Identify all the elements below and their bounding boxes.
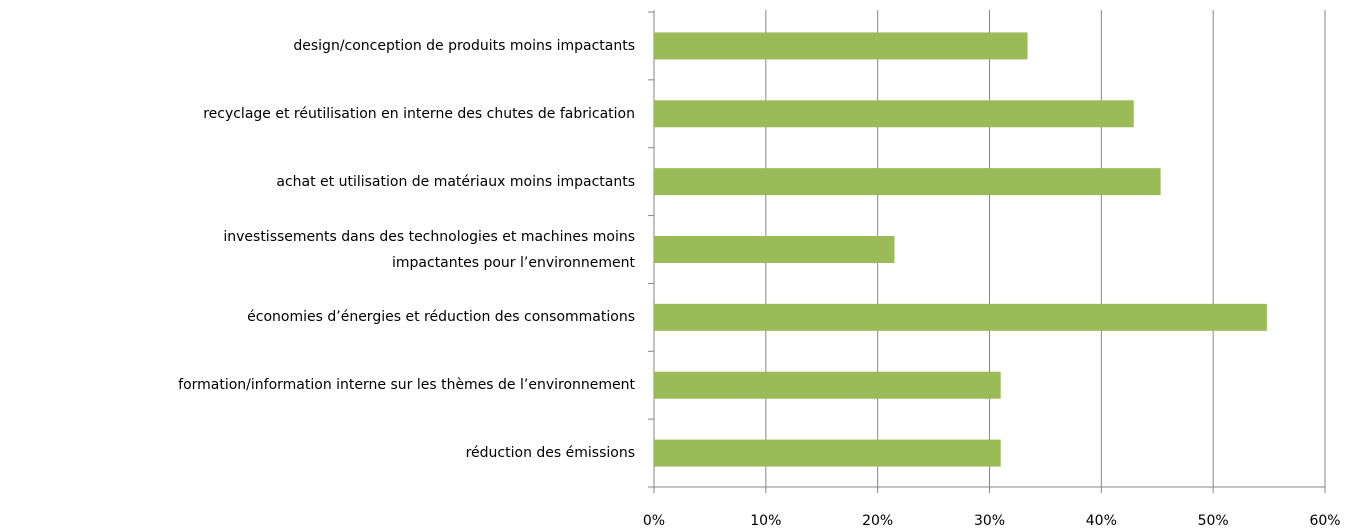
category-label: économies d’énergies et réduction des co… <box>247 309 635 326</box>
x-tick-label: 0% <box>643 513 665 529</box>
x-tick-label: 40% <box>1086 513 1117 529</box>
bar <box>654 439 1001 467</box>
category-label: réduction des émissions <box>465 445 635 462</box>
category-label: investissements dans des technologies et… <box>223 228 635 271</box>
x-tick-label: 50% <box>1198 513 1229 529</box>
x-tick-label: 10% <box>750 513 781 529</box>
category-label: recyclage et réutilisation en interne de… <box>203 105 635 122</box>
bar <box>654 100 1134 128</box>
category-label: design/conception de produits moins impa… <box>293 37 635 54</box>
bar <box>654 303 1267 331</box>
bar <box>654 168 1161 196</box>
x-tick-label: 60% <box>1309 513 1340 529</box>
bar <box>654 236 895 263</box>
bar <box>654 371 1001 399</box>
x-tick-label: 20% <box>862 513 893 529</box>
x-tick-label: 30% <box>974 513 1005 529</box>
bar <box>654 32 1028 60</box>
category-label: formation/information interne sur les th… <box>178 377 635 394</box>
category-label: achat et utilisation de matériaux moins … <box>276 173 635 190</box>
